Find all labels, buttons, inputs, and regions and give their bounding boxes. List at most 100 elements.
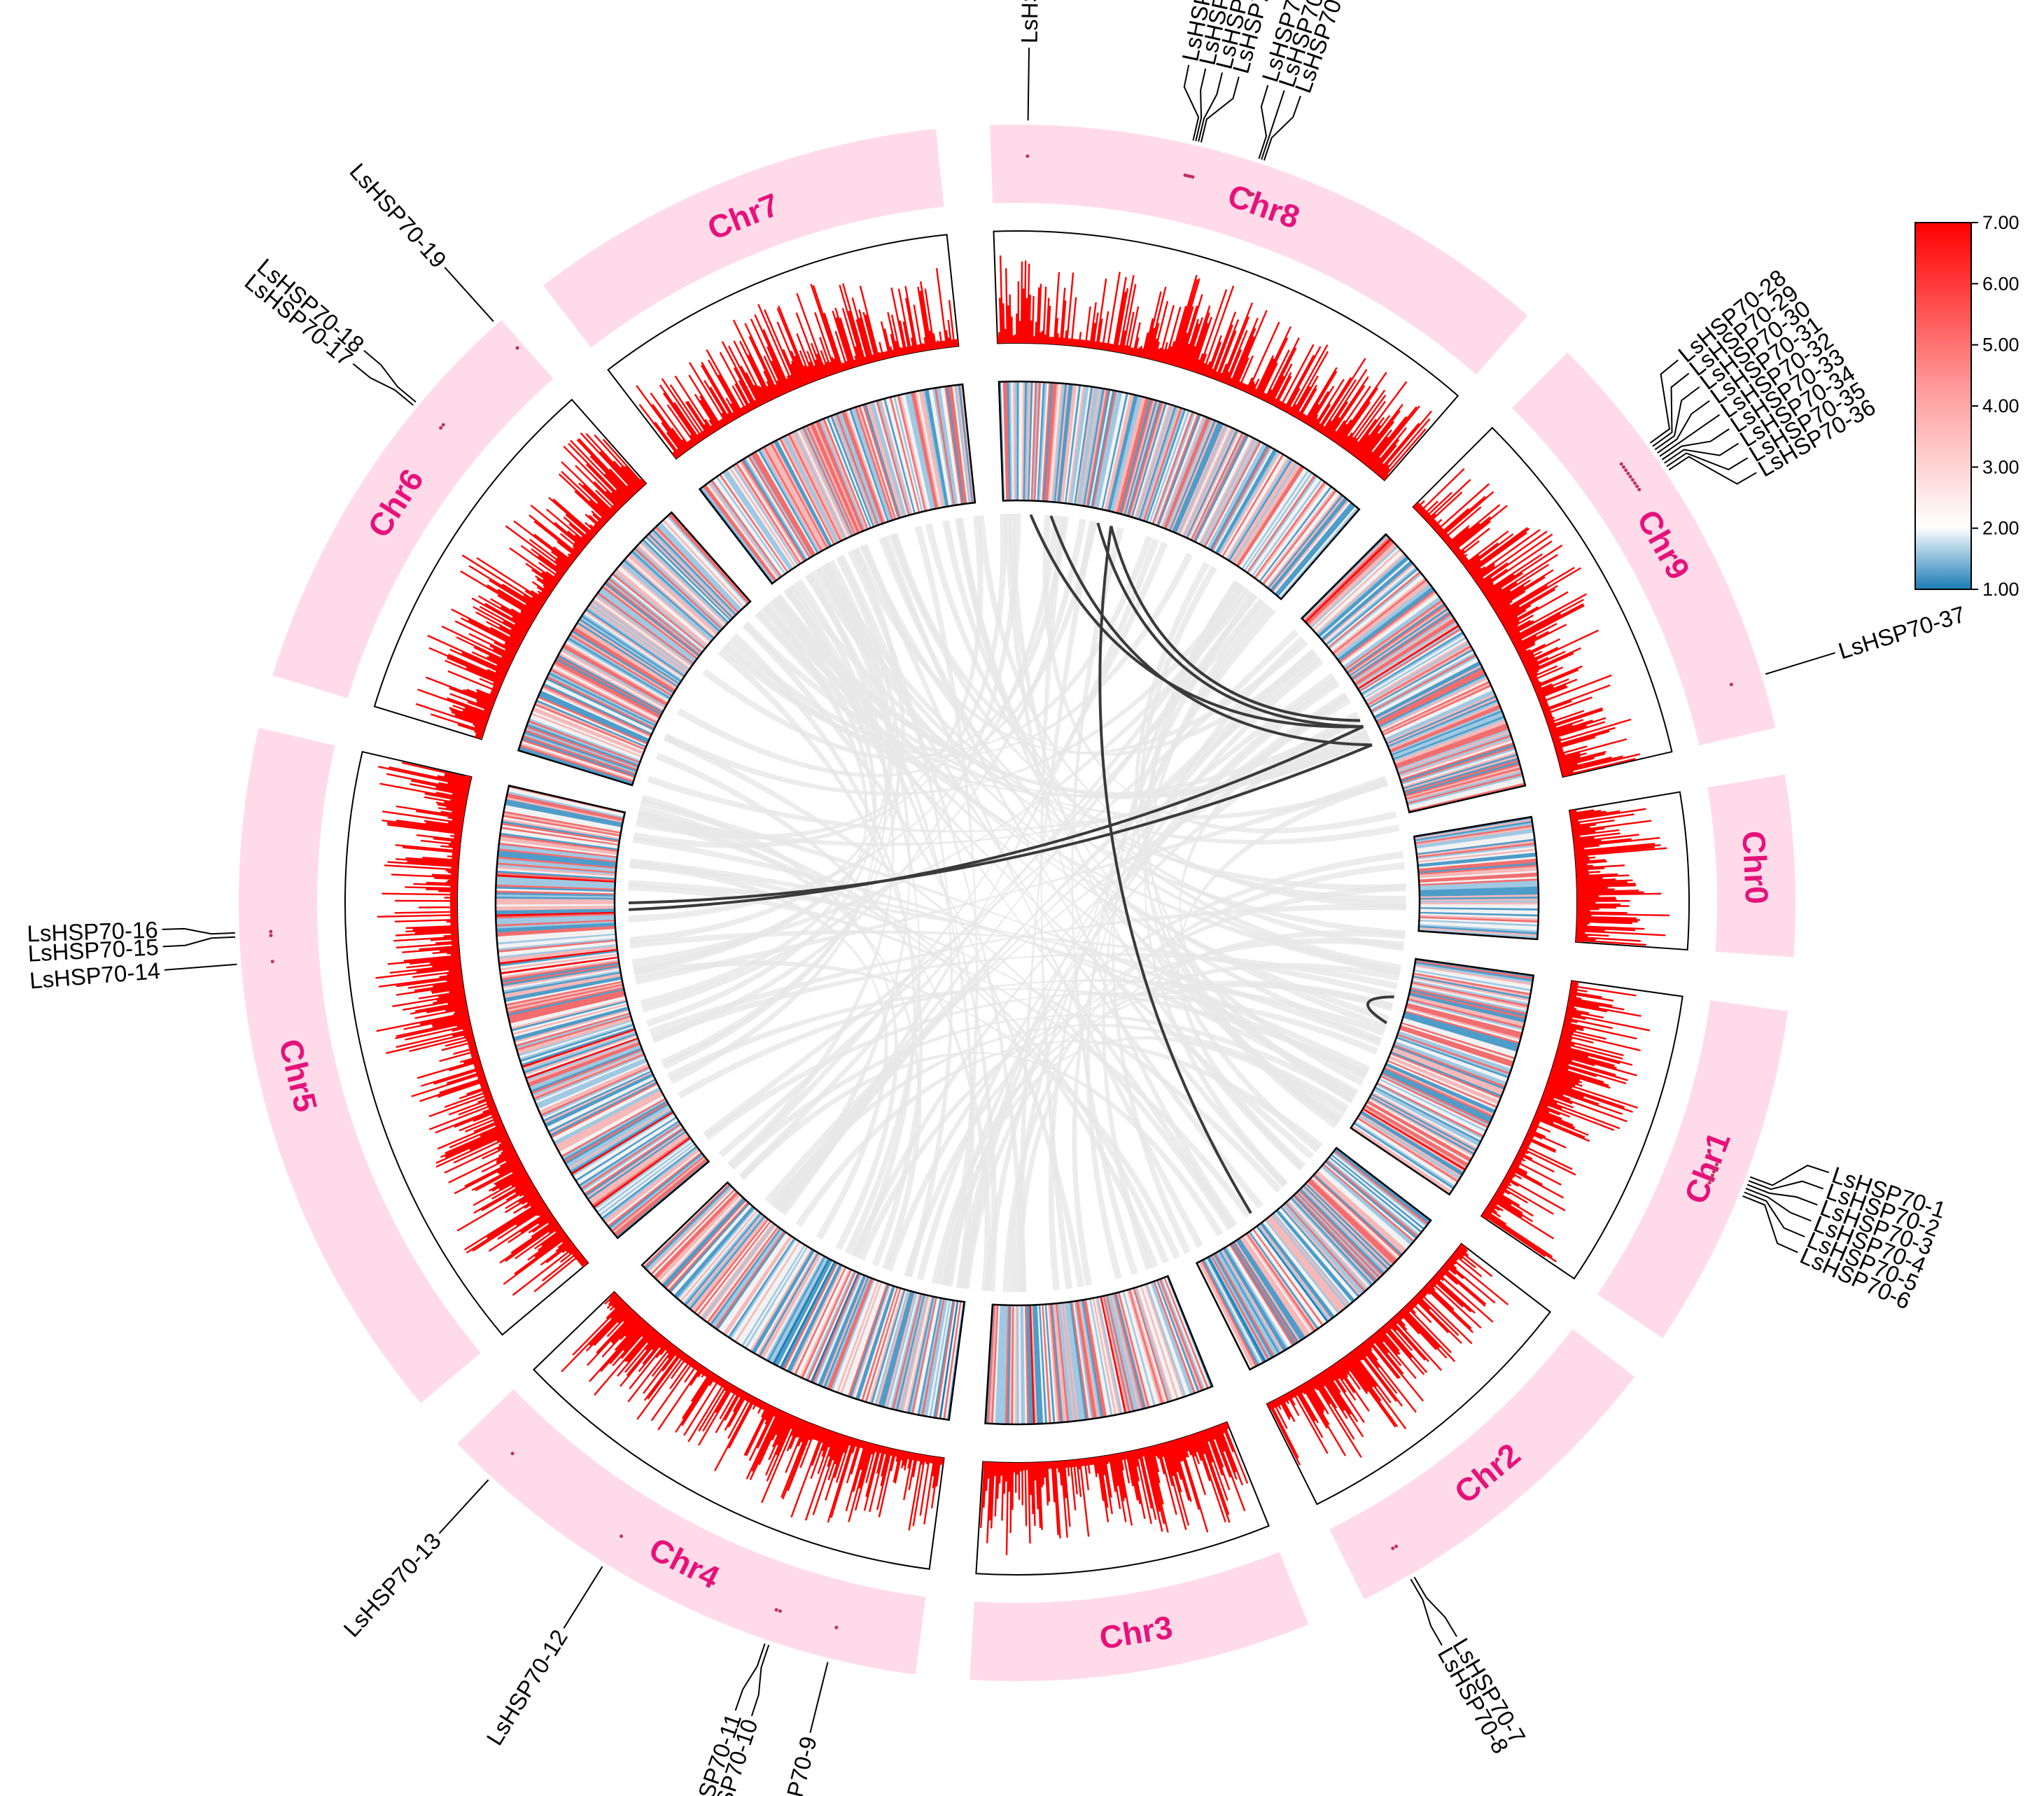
heatmap-cell bbox=[1254, 1226, 1327, 1324]
heatmap-cell bbox=[1410, 989, 1527, 1018]
duplication-link bbox=[1110, 525, 1361, 722]
heatmap-cell bbox=[1262, 489, 1338, 585]
heatmap-cell bbox=[1390, 706, 1502, 753]
heatmap-cell bbox=[505, 801, 623, 826]
heatmap-cell bbox=[682, 1212, 761, 1305]
heatmap-cell bbox=[1401, 1019, 1517, 1056]
heatmap-cell bbox=[845, 409, 886, 524]
heatmap-cell bbox=[1257, 1224, 1331, 1321]
heatmap-cell bbox=[1030, 1305, 1037, 1424]
heatmap-cell bbox=[1075, 386, 1096, 505]
heatmap-cell bbox=[1011, 1305, 1014, 1424]
heatmap-cell bbox=[1419, 913, 1539, 919]
gene-marker bbox=[1709, 1177, 1713, 1181]
heatmap-cell bbox=[743, 1245, 807, 1348]
chr5-heatmap-frame bbox=[494, 784, 710, 1240]
heatmap-cell bbox=[1391, 710, 1503, 756]
heatmap-cell bbox=[727, 1237, 795, 1338]
heatmap-cell bbox=[1258, 1223, 1332, 1321]
heatmap-cell bbox=[1406, 1004, 1522, 1037]
syntenic-gray-link bbox=[628, 515, 1060, 922]
heatmap-cell bbox=[623, 559, 715, 639]
heatmap-cell bbox=[1384, 1065, 1494, 1116]
heatmap-cell bbox=[1054, 1303, 1068, 1422]
heatmap-cell bbox=[1251, 1229, 1322, 1328]
chr7-band bbox=[543, 129, 944, 348]
heatmap-cell bbox=[860, 1286, 899, 1401]
heatmap-cell bbox=[1210, 1255, 1270, 1361]
heatmap-cell bbox=[1357, 623, 1459, 689]
heatmap-cell bbox=[652, 528, 737, 616]
heatmap-cell bbox=[1294, 1193, 1378, 1282]
heatmap-cell bbox=[531, 1050, 643, 1096]
heatmap-cell bbox=[1245, 473, 1315, 573]
heatmap-cell bbox=[522, 1030, 636, 1070]
heatmap-cell bbox=[496, 932, 616, 943]
heatmap-cell bbox=[590, 601, 689, 672]
heatmap-cell bbox=[1377, 1081, 1485, 1136]
heatmap-cell bbox=[1325, 568, 1419, 646]
heatmap-cell bbox=[502, 818, 620, 840]
heatmap-cell bbox=[1037, 1305, 1046, 1424]
heatmap-cell bbox=[1052, 1303, 1065, 1423]
heatmap-cell bbox=[1419, 906, 1539, 909]
heatmap-cell bbox=[656, 524, 741, 612]
heatmap-cell bbox=[1078, 387, 1099, 506]
gene-density-bar-track bbox=[344, 230, 1690, 1576]
heatmap-cell bbox=[673, 1205, 754, 1297]
chr1-bar-frame bbox=[1480, 980, 1684, 1280]
heatmap-cell bbox=[547, 1079, 656, 1133]
heatmap-cell bbox=[786, 434, 841, 542]
heatmap-cell bbox=[1069, 386, 1087, 505]
heatmap-cell bbox=[1199, 1261, 1256, 1368]
heatmap-cell bbox=[566, 1106, 671, 1168]
heatmap-cell bbox=[694, 1219, 769, 1314]
heatmap-cell bbox=[1404, 759, 1520, 794]
heatmap-cell bbox=[619, 563, 712, 643]
heatmap-cell bbox=[788, 433, 842, 542]
heatmap-cell bbox=[1276, 1209, 1355, 1302]
heatmap-cell bbox=[507, 793, 624, 820]
heatmap-cell bbox=[1389, 704, 1501, 752]
heatmap-cell bbox=[1419, 922, 1539, 931]
heatmap-cell bbox=[1346, 603, 1446, 673]
heatmap-cell bbox=[855, 407, 894, 521]
syntenic-gray-link bbox=[1042, 514, 1397, 834]
heatmap-cell bbox=[1163, 416, 1209, 529]
heatmap-cell bbox=[1037, 381, 1046, 501]
heatmap-cell bbox=[841, 411, 883, 524]
heatmap-cell bbox=[830, 1279, 875, 1391]
syntenic-gray-link bbox=[676, 521, 1098, 778]
heatmap-cell bbox=[1232, 462, 1298, 564]
syntenic-gray-link bbox=[635, 776, 1387, 985]
heatmap-cell bbox=[901, 393, 930, 511]
heatmap-cell bbox=[496, 882, 615, 889]
heatmap-cell bbox=[1240, 1236, 1309, 1337]
heatmap-cell bbox=[799, 428, 850, 538]
heatmap-cell bbox=[1392, 714, 1504, 759]
gene-marker bbox=[1712, 1170, 1716, 1174]
heatmap-cell bbox=[1389, 1054, 1501, 1101]
heatmap-cell bbox=[1156, 1279, 1200, 1393]
heatmap-cell bbox=[1390, 1053, 1502, 1100]
heatmap-cell bbox=[1318, 1168, 1410, 1249]
heatmap-cell bbox=[1419, 908, 1539, 913]
heatmap-cell bbox=[524, 729, 638, 771]
heatmap-cell bbox=[1028, 381, 1033, 501]
heatmap-cell bbox=[1419, 900, 1539, 903]
heatmap-cell bbox=[1266, 1218, 1341, 1313]
heatmap-cell bbox=[1303, 537, 1391, 622]
heatmap-cell bbox=[1404, 1013, 1519, 1048]
heatmap-cell bbox=[853, 1284, 892, 1399]
heatmap-cell bbox=[1299, 1188, 1385, 1275]
heatmap-cell bbox=[1226, 458, 1292, 561]
heatmap-cell bbox=[1007, 381, 1011, 501]
heatmap-cell bbox=[1054, 384, 1068, 503]
heatmap-cell bbox=[526, 1039, 639, 1081]
heatmap-cell bbox=[1362, 635, 1466, 698]
heatmap-cell bbox=[822, 418, 869, 530]
heatmap-cell bbox=[496, 919, 615, 927]
heatmap-cell bbox=[756, 1251, 818, 1356]
heatmap-cell bbox=[1352, 1123, 1453, 1191]
heatmap-cell bbox=[1153, 1281, 1196, 1394]
